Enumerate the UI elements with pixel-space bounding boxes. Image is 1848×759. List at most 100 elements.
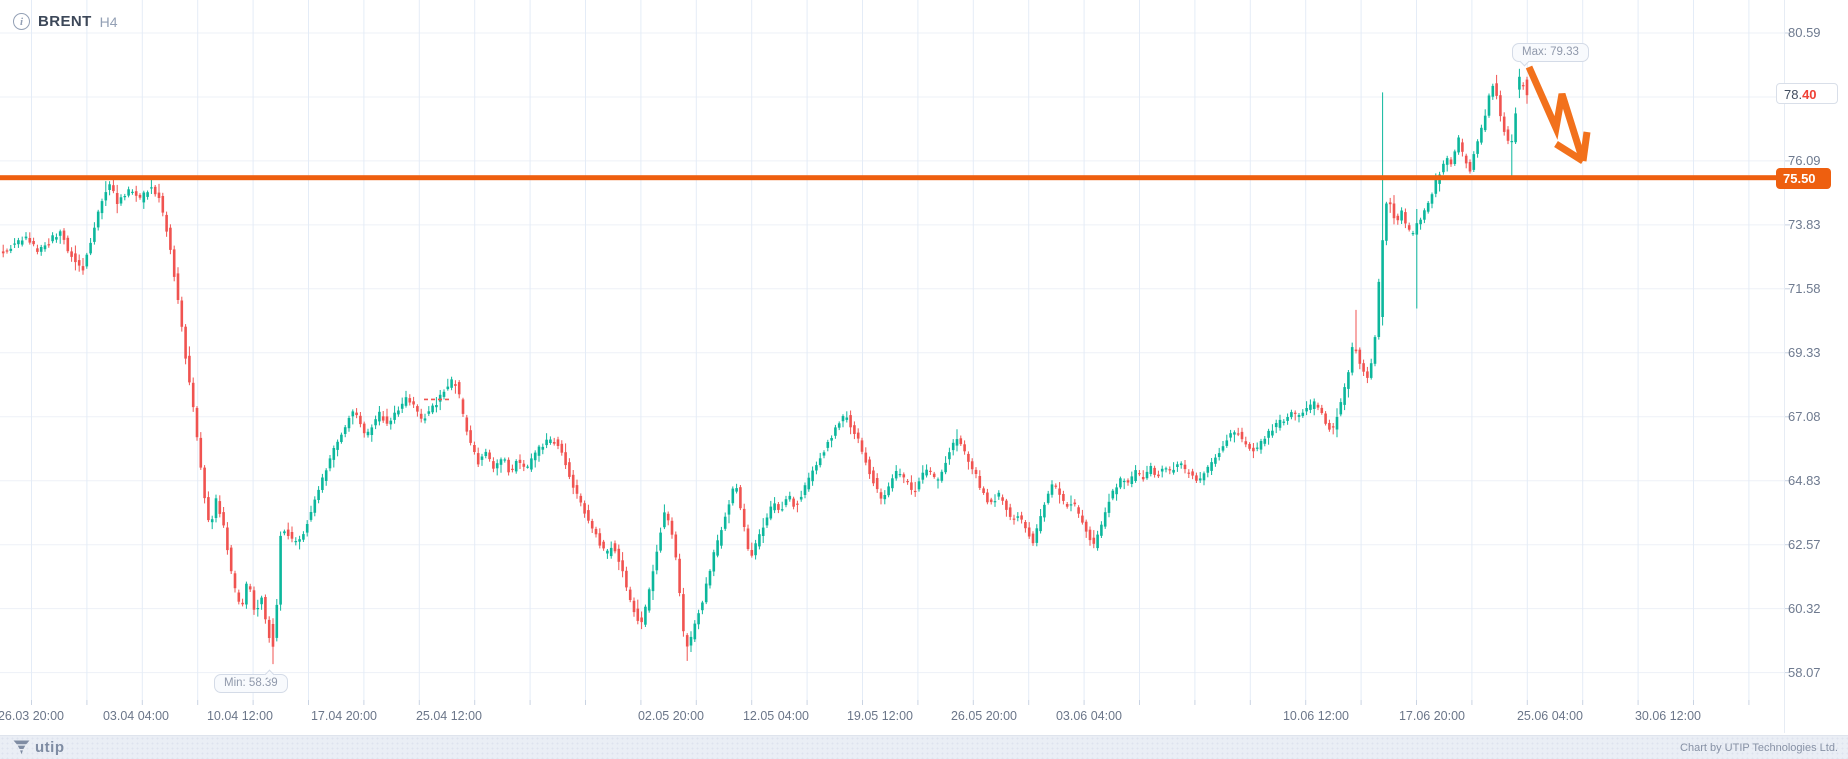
- candle-body: [1514, 113, 1517, 143]
- time-tick-label: 10.04 12:00: [206, 709, 274, 723]
- candle-body: [1510, 141, 1514, 143]
- candle-body: [625, 570, 628, 588]
- candle-body: [579, 495, 583, 503]
- candle-body: [1020, 515, 1023, 520]
- candle-body: [1077, 507, 1080, 514]
- candle-body: [438, 394, 442, 402]
- candle-body: [370, 427, 374, 435]
- candle-body: [108, 184, 111, 190]
- candle-body: [1100, 524, 1103, 536]
- candle-body: [461, 399, 465, 414]
- candle-body: [17, 240, 20, 245]
- price-tick-label: 62.57: [1788, 537, 1821, 552]
- candle-body: [146, 192, 149, 197]
- time-tick-label: 17.04 20:00: [310, 709, 378, 723]
- price-tick-label: 67.08: [1788, 409, 1821, 424]
- candle-body: [1214, 457, 1217, 464]
- instrument-info-icon[interactable]: i: [13, 13, 30, 30]
- support-level-line[interactable]: [0, 175, 1784, 181]
- candle-body: [70, 251, 73, 257]
- candle-body: [1195, 475, 1198, 481]
- candle-body: [446, 386, 450, 390]
- candle-body: [925, 469, 928, 476]
- time-tick-label: 26.05 20:00: [950, 709, 1018, 723]
- time-tick-label: 02.05 20:00: [637, 709, 705, 723]
- candle-body: [1411, 233, 1415, 235]
- candle-body: [1016, 516, 1020, 518]
- candle-body: [533, 452, 537, 461]
- time-tick-label: 25.06 04:00: [1516, 709, 1584, 723]
- down-trend-arrow[interactable]: [1525, 65, 1587, 163]
- candle-body: [89, 242, 92, 254]
- candle-body: [837, 423, 841, 428]
- candle-body: [36, 248, 39, 252]
- candle-body: [682, 594, 685, 632]
- current-price-badge: 78.40: [1776, 83, 1838, 104]
- candle-body: [1525, 79, 1529, 96]
- candle-body: [176, 273, 180, 300]
- candle-body: [93, 227, 96, 242]
- candle-body: [1290, 412, 1293, 418]
- candle-body: [1107, 501, 1111, 513]
- candle-body: [1518, 76, 1521, 90]
- candle-body: [1024, 522, 1027, 529]
- candle-body: [674, 534, 678, 558]
- candle-body: [317, 489, 320, 500]
- candle-body: [986, 492, 989, 503]
- price-tick-label: 60.32: [1788, 601, 1821, 616]
- candle-body: [704, 583, 708, 603]
- candle-body: [1069, 504, 1073, 506]
- utip-logo[interactable]: utip: [13, 739, 65, 756]
- candle-body: [807, 477, 811, 490]
- candle-body: [685, 635, 689, 647]
- candle-body: [1499, 95, 1502, 117]
- candle-body: [389, 420, 393, 425]
- candle-body: [503, 459, 507, 461]
- candle-body: [1362, 363, 1365, 372]
- timeframe-label: H4: [99, 13, 118, 30]
- candle-body: [1297, 415, 1301, 417]
- level-price-badge[interactable]: 75.50: [1776, 168, 1831, 189]
- candle-body: [55, 237, 58, 240]
- candle-body: [1491, 85, 1495, 97]
- candle-body: [898, 474, 902, 476]
- candle-body: [955, 439, 959, 446]
- candlestick-chart-canvas[interactable]: [0, 0, 1848, 735]
- candle-body: [47, 244, 51, 246]
- candle-body: [1050, 484, 1054, 495]
- credit-text: Chart by UTIP Technologies Ltd.: [1680, 741, 1838, 754]
- candle-body: [708, 570, 712, 586]
- candle-body: [480, 456, 484, 460]
- time-tick-label: 17.06 20:00: [1398, 709, 1466, 723]
- candle-body: [1088, 529, 1092, 541]
- candle-body: [564, 452, 567, 466]
- candle-body: [1312, 401, 1316, 409]
- candle-body: [758, 534, 761, 547]
- candle-body: [1031, 533, 1035, 544]
- down-trend-arrow-head: [1579, 131, 1591, 162]
- candle-body: [735, 488, 738, 492]
- candle-body: [731, 488, 735, 504]
- candle-body: [283, 531, 286, 534]
- candle-body: [328, 458, 332, 469]
- candle-body: [666, 513, 670, 521]
- candle-body: [1176, 464, 1179, 467]
- chart-header: i BRENT H4: [13, 13, 118, 30]
- candle-body: [560, 443, 564, 453]
- price-tick-label: 71.58: [1788, 281, 1821, 296]
- candle-body: [96, 211, 100, 228]
- candle-body: [628, 589, 632, 600]
- candle-body: [199, 437, 203, 468]
- candle-body: [773, 503, 776, 511]
- candle-body: [1058, 488, 1061, 495]
- candle-body: [161, 196, 165, 213]
- candle-body: [754, 543, 757, 556]
- candle-body: [640, 617, 643, 623]
- candle-body: [423, 418, 427, 421]
- candle-body: [1415, 223, 1419, 235]
- candle-body: [613, 543, 617, 552]
- candle-body: [511, 468, 514, 470]
- utip-logo-icon: [13, 740, 30, 755]
- time-tick-label: 25.04 12:00: [415, 709, 483, 723]
- candle-body: [636, 608, 640, 621]
